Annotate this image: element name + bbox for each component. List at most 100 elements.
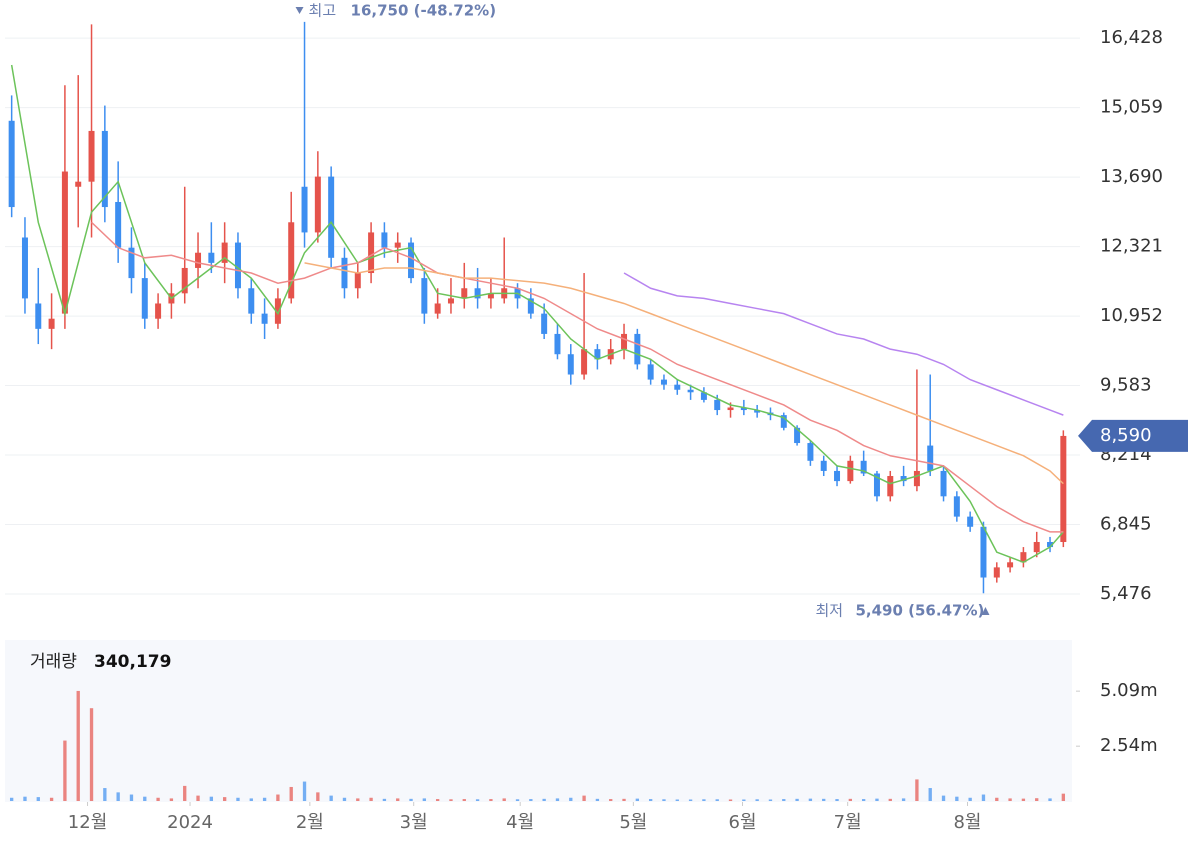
y-tick-label: 13,690 xyxy=(1100,166,1163,187)
volume-bar xyxy=(981,794,986,801)
volume-bar xyxy=(915,779,919,801)
candle-body xyxy=(434,303,441,314)
volume-bar xyxy=(542,798,546,801)
y-tick-label: 9,583 xyxy=(1100,375,1152,396)
candle-body xyxy=(341,257,348,289)
y-tick-label: 12,321 xyxy=(1100,236,1163,257)
volume-bar xyxy=(435,799,440,801)
moving-average-line xyxy=(10,64,1064,564)
volume-bar xyxy=(89,708,94,801)
volume-bar xyxy=(595,798,600,801)
candle-body xyxy=(394,242,401,248)
volume-bar xyxy=(875,798,879,801)
volume-bar xyxy=(169,798,174,801)
candle-body xyxy=(381,232,388,248)
candle-body xyxy=(195,252,202,268)
volume-bar xyxy=(262,797,267,801)
y-tick-label: 6,845 xyxy=(1100,513,1152,534)
candle-body xyxy=(900,476,907,482)
volume-value: 340,179 xyxy=(94,652,171,672)
y-tick-label: 16,428 xyxy=(1100,27,1163,48)
candle-body xyxy=(660,379,667,385)
candle-body xyxy=(567,354,574,375)
volume-bar xyxy=(222,797,227,801)
candle-body xyxy=(993,567,1000,578)
candle-body xyxy=(234,242,241,289)
volume-bar xyxy=(822,798,826,801)
candle-body xyxy=(674,384,681,390)
candle-body xyxy=(527,298,534,314)
volume-bar xyxy=(742,799,746,801)
candle-body xyxy=(1033,541,1040,553)
candle-body xyxy=(927,445,934,471)
volume-bar xyxy=(555,798,560,801)
volume-bar xyxy=(356,798,360,801)
volume-bar xyxy=(409,798,413,801)
volume-bar xyxy=(941,795,946,801)
volume-bar xyxy=(422,798,427,801)
high-value: 16,750 (-48.72%) xyxy=(351,2,497,20)
candle-body xyxy=(221,242,228,263)
volume-bar xyxy=(396,798,400,801)
volume-bar xyxy=(848,798,853,801)
volume-bar xyxy=(23,796,27,801)
volume-bar xyxy=(329,795,333,801)
y-tick-label: 2.54m xyxy=(1100,735,1158,756)
volume-bar xyxy=(1048,798,1052,801)
candle-body xyxy=(354,273,361,289)
candle-body xyxy=(461,288,468,299)
candle-body xyxy=(687,389,694,393)
candle-body xyxy=(887,476,894,497)
volume-bar xyxy=(662,799,666,801)
candle-body xyxy=(581,349,588,375)
price-tag-label: 8,590 xyxy=(1100,425,1152,446)
volume-bar xyxy=(475,799,480,801)
volume-bar xyxy=(968,797,972,801)
volume-bar xyxy=(289,786,293,801)
candle-body xyxy=(75,181,82,187)
volume-bar xyxy=(888,798,892,801)
volume-bar xyxy=(382,798,387,801)
candle-body xyxy=(1020,552,1027,563)
volume-bar xyxy=(995,797,999,801)
candle-body xyxy=(487,293,494,299)
candle-body xyxy=(21,237,28,299)
volume-bar xyxy=(715,799,719,801)
candle-body xyxy=(421,278,428,314)
volume-bar xyxy=(582,795,586,801)
volume-bar xyxy=(635,798,640,801)
candle-body xyxy=(1047,541,1054,548)
volume-bar xyxy=(183,785,187,801)
volume-bar xyxy=(835,799,839,801)
volume-bar xyxy=(529,799,533,801)
volume-bar xyxy=(515,799,520,801)
volume-bar xyxy=(276,794,280,801)
candle-body xyxy=(274,298,281,324)
x-tick-label: 8월 xyxy=(953,812,981,833)
candle-body xyxy=(474,288,481,299)
candle-body xyxy=(807,443,814,461)
candle-body xyxy=(953,496,960,517)
volume-bar xyxy=(1061,793,1066,801)
x-tick-label: 2월 xyxy=(296,812,324,833)
candle-body xyxy=(447,298,454,304)
candle-body xyxy=(35,303,42,329)
candle-body xyxy=(554,333,561,355)
volume-bar xyxy=(489,799,493,801)
candle-body xyxy=(834,470,841,482)
volume-panel xyxy=(5,640,1072,802)
candle-body xyxy=(820,460,827,471)
candle-body xyxy=(48,318,55,329)
volume-bar xyxy=(675,799,679,801)
volume-bar xyxy=(36,797,40,801)
candle-body xyxy=(261,313,268,324)
candle-body xyxy=(913,470,920,487)
candle-body xyxy=(368,232,375,274)
volume-bar xyxy=(795,798,799,801)
volume-bar xyxy=(116,792,120,801)
candle-body xyxy=(1060,435,1067,542)
volume-bar xyxy=(342,797,347,801)
volume-bar xyxy=(1035,798,1039,801)
volume-bar xyxy=(49,797,54,801)
